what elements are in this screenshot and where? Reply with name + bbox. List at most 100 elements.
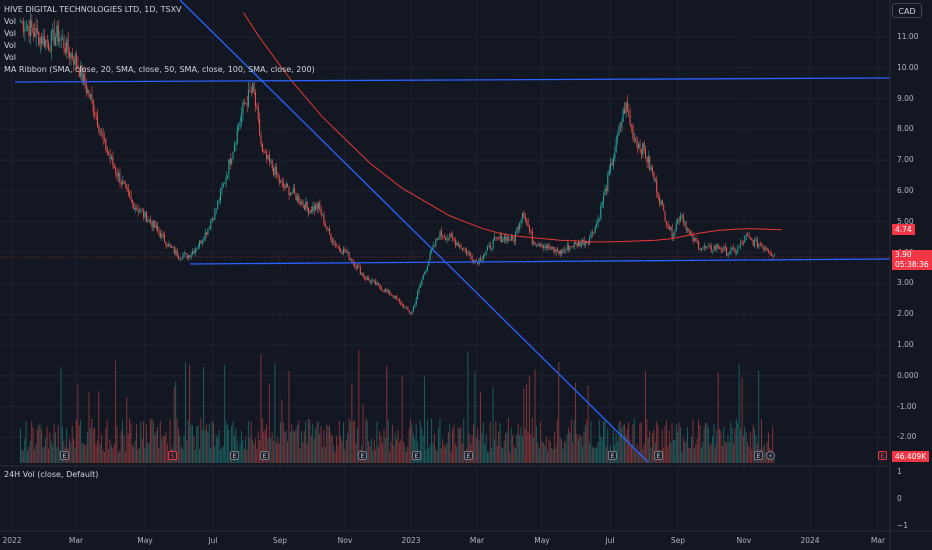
candle-body bbox=[365, 277, 367, 280]
candle-body bbox=[512, 235, 514, 240]
lightning-icon[interactable]: ⚡ bbox=[766, 451, 775, 460]
indicator-vol-1[interactable]: Vol bbox=[4, 17, 16, 26]
volume-bar bbox=[562, 449, 564, 463]
volume-bar bbox=[233, 435, 235, 463]
volume-bar bbox=[313, 439, 315, 463]
volume-bar bbox=[768, 432, 769, 463]
earnings-icon[interactable]: E bbox=[60, 451, 69, 460]
candle-body bbox=[382, 290, 384, 292]
volume-bar bbox=[335, 435, 337, 463]
candle-body bbox=[537, 244, 539, 246]
volume-bar bbox=[544, 445, 546, 463]
candle-body bbox=[380, 287, 382, 291]
volume-bar bbox=[376, 421, 378, 463]
currency-button[interactable]: CAD bbox=[892, 3, 922, 18]
volume-bar bbox=[333, 444, 335, 463]
candle-body bbox=[257, 107, 259, 119]
symbol-title[interactable]: HIVE DIGITAL TECHNOLOGIES LTD, 1D, TSXV bbox=[4, 5, 182, 14]
price-tick-label: 2.00 bbox=[897, 309, 914, 319]
volume-bar bbox=[605, 446, 607, 463]
candle-body bbox=[180, 258, 182, 260]
earnings-icon[interactable]: E bbox=[358, 451, 367, 460]
candle-body bbox=[762, 246, 764, 249]
volume-bar bbox=[215, 434, 217, 463]
candle-body bbox=[296, 196, 298, 201]
last-price-value: 3.90 bbox=[895, 250, 912, 259]
candle-body bbox=[660, 201, 662, 204]
volume-bar bbox=[166, 443, 168, 463]
candle-body bbox=[426, 265, 428, 270]
split-icon[interactable]: S bbox=[168, 451, 177, 460]
candle-body bbox=[249, 90, 251, 93]
candle-body bbox=[140, 210, 142, 212]
candle-body bbox=[274, 167, 276, 176]
indicator-vol-4[interactable]: Vol bbox=[4, 53, 16, 62]
earnings-icon[interactable]: E bbox=[230, 451, 239, 460]
volume-bar bbox=[218, 429, 220, 463]
subpane-legend[interactable]: 24H Vol (close, Default) bbox=[4, 470, 99, 479]
earnings-icon[interactable]: E bbox=[412, 451, 421, 460]
volume-bar bbox=[397, 429, 399, 463]
earnings-icon[interactable]: E bbox=[654, 451, 663, 460]
earnings-icon[interactable]: E bbox=[260, 451, 269, 460]
candle-body bbox=[226, 174, 228, 178]
volume-bar bbox=[738, 363, 740, 463]
volume-bar bbox=[331, 436, 333, 463]
candle-body bbox=[47, 42, 49, 50]
volume-bar bbox=[453, 425, 455, 463]
candle-body bbox=[503, 236, 505, 240]
volume-bar bbox=[52, 445, 54, 463]
volume-bar bbox=[66, 428, 68, 463]
candle-body bbox=[597, 218, 599, 224]
candle-body bbox=[64, 48, 66, 53]
candle-body bbox=[614, 151, 616, 159]
volume-bar bbox=[198, 448, 200, 463]
indicator-vol-3[interactable]: Vol bbox=[4, 41, 16, 50]
candle-body bbox=[617, 135, 618, 139]
volume-bar bbox=[82, 443, 84, 463]
candle-body bbox=[561, 250, 563, 254]
volume-bar bbox=[91, 418, 93, 463]
candle-body bbox=[89, 94, 91, 97]
candle-body bbox=[75, 54, 77, 65]
volume-bar bbox=[703, 427, 705, 463]
indicator-vol-2[interactable]: Vol bbox=[4, 29, 16, 38]
candle-body bbox=[699, 249, 701, 250]
volume-bar bbox=[379, 430, 381, 463]
candle-body bbox=[491, 248, 493, 250]
candle-body bbox=[109, 154, 111, 159]
volume-bar bbox=[440, 448, 442, 463]
candle-body bbox=[302, 201, 304, 206]
volume-bar bbox=[245, 437, 247, 463]
volume-bar bbox=[548, 439, 550, 463]
earnings-icon[interactable]: E bbox=[608, 451, 617, 460]
volume-bar bbox=[726, 442, 728, 463]
volume-bar bbox=[157, 427, 158, 463]
candle-body bbox=[375, 281, 377, 286]
volume-bar bbox=[302, 442, 304, 463]
earnings-icon[interactable]: E bbox=[464, 451, 473, 460]
volume-bar bbox=[615, 433, 617, 463]
candle-body bbox=[765, 247, 767, 250]
volume-bar bbox=[765, 452, 767, 463]
candle-body bbox=[506, 237, 508, 242]
candle-body bbox=[88, 89, 90, 97]
volume-bar bbox=[692, 419, 694, 463]
candle-body bbox=[450, 234, 452, 237]
candle-body bbox=[769, 252, 771, 255]
candle-body bbox=[516, 227, 518, 233]
candle-body bbox=[337, 246, 339, 248]
candle-body bbox=[498, 237, 500, 239]
flag-icon[interactable]: E bbox=[878, 451, 887, 460]
volume-bar bbox=[643, 443, 645, 463]
candle-body bbox=[737, 246, 739, 251]
candle-body bbox=[411, 311, 413, 315]
time-tick-label: Mar bbox=[469, 536, 485, 545]
candle-body bbox=[628, 111, 630, 116]
candle-body bbox=[576, 242, 578, 247]
candle-body bbox=[96, 115, 98, 127]
candle-body bbox=[637, 143, 639, 148]
earnings-icon[interactable]: E bbox=[754, 451, 763, 460]
indicator-ma-ribbon[interactable]: MA Ribbon (SMA, close, 20, SMA, close, 5… bbox=[4, 65, 315, 74]
